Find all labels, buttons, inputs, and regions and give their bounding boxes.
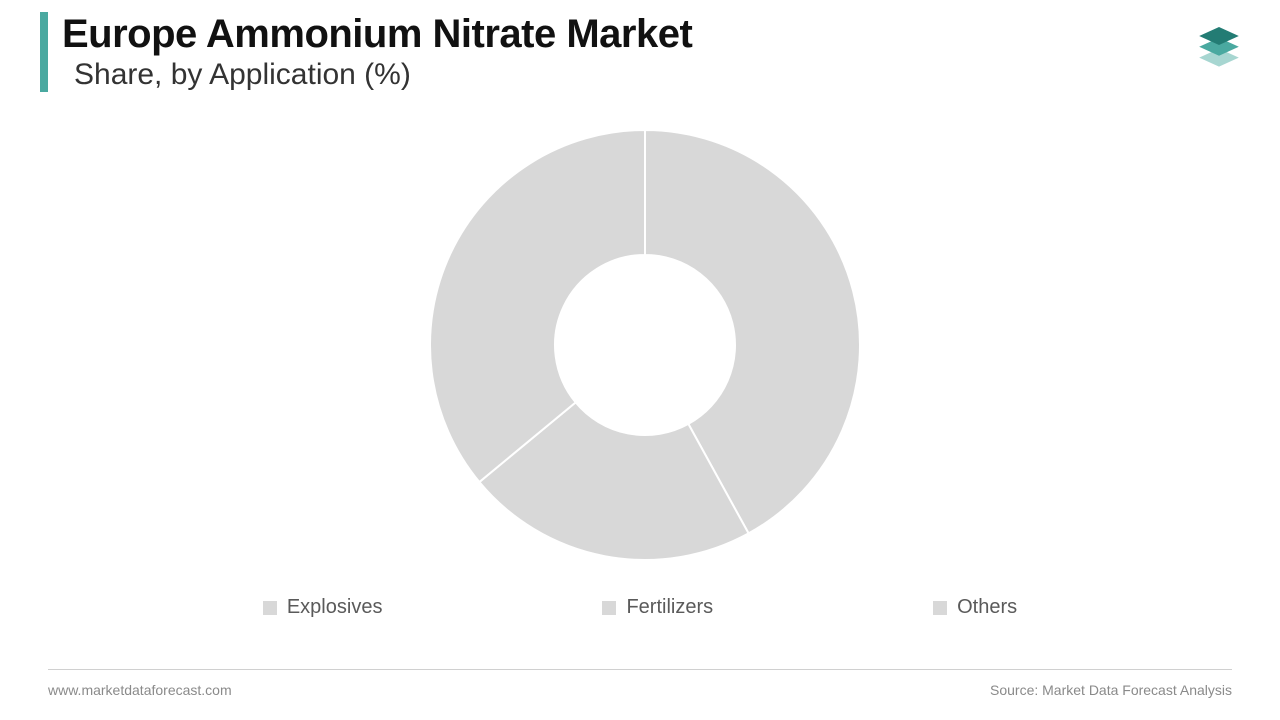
legend-label: Explosives [287, 596, 383, 619]
footer-left: www.marketdataforecast.com [48, 682, 232, 698]
legend-swatch-icon [263, 601, 277, 615]
legend-swatch-icon [602, 601, 616, 615]
footer-right: Source: Market Data Forecast Analysis [990, 682, 1232, 698]
page-subtitle: Share, by Application (%) [62, 58, 692, 92]
legend-label: Others [957, 596, 1017, 619]
legend-item-others: Others [933, 596, 1017, 619]
footer: www.marketdataforecast.com Source: Marke… [48, 669, 1232, 698]
legend-item-explosives: Explosives [263, 596, 383, 619]
layers-icon [1192, 18, 1246, 72]
slide: Europe Ammonium Nitrate Market Share, by… [0, 0, 1280, 720]
legend-label: Fertilizers [626, 596, 713, 619]
title-block: Europe Ammonium Nitrate Market Share, by… [40, 12, 692, 92]
chart-legend: Explosives Fertilizers Others [0, 596, 1280, 619]
legend-item-fertilizers: Fertilizers [602, 596, 713, 619]
brand-logo-icon [1192, 18, 1246, 72]
donut-slices [430, 130, 860, 560]
page-title: Europe Ammonium Nitrate Market [62, 12, 692, 56]
donut-svg [425, 125, 865, 565]
donut-chart [425, 125, 865, 565]
legend-swatch-icon [933, 601, 947, 615]
